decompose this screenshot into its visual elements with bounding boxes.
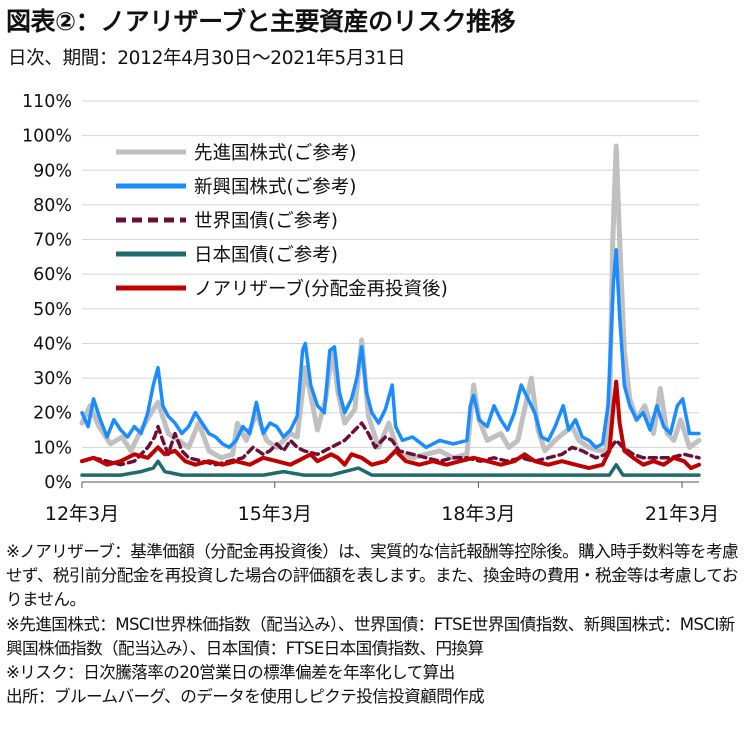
y-tick-label: 80%: [33, 196, 72, 216]
legend-label: 先進国株式(ご参考): [194, 143, 356, 164]
legend-label: ノアリザーブ(分配金再投資後): [194, 278, 448, 300]
chart-subtitle: 日次、期間：2012年4月30日～2021年5月31日: [8, 48, 406, 69]
series-line: [80, 421, 701, 467]
footnote-source: 出所：ブルームバーグ、のデータを使用しピクテ投信投資顧問作成: [6, 687, 485, 707]
y-tick-label: 90%: [33, 161, 72, 181]
risk-line-chart: 0% 10% 20% 30% 40% 50% 60% 70% 80% 90% 100% 110% 12…: [22, 92, 719, 525]
chart-title: 図表②：ノアリザーブと主要資産のリスク推移: [6, 7, 516, 36]
footnote-noa-reserve: ※ノアリザーブ：基準価額（分配金再投資後）は、実質的な信託報酬等控除後。購入時手…: [6, 542, 739, 610]
y-tick-label: 10%: [33, 438, 72, 458]
x-tick-label: 12年3月: [45, 503, 119, 525]
footnote-risk: ※リスク：日次騰落率の20営業日の標準偏差を年率化して算出: [6, 663, 455, 683]
y-tick-label: 50%: [33, 300, 72, 320]
y-axis-ticks: 0% 10% 20% 30% 40% 50% 60% 70% 80% 90% 100% 110%: [22, 92, 72, 493]
y-tick-label: 30%: [33, 369, 72, 389]
footnote-indices: ※先進国株式：MSCI世界株価指数（配当込み）、世界国債：FTSE世界国債指数、…: [6, 614, 735, 658]
legend-label: 新興国株式(ご参考): [194, 177, 356, 198]
series-line: [80, 248, 701, 450]
y-tick-label: 0%: [44, 473, 72, 493]
y-tick-label: 40%: [33, 334, 72, 354]
x-tick-label: 15年3月: [238, 503, 312, 525]
y-tick-label: 20%: [33, 404, 72, 424]
footnotes: ※ノアリザーブ：基準価額（分配金再投資後）は、実質的な信託報酬等控除後。購入時手…: [6, 540, 750, 709]
gridlines: [82, 100, 699, 483]
series-line: [79, 143, 702, 461]
legend-label: 世界国債(ご参考): [194, 211, 338, 232]
x-tick-label: 21年3月: [645, 503, 719, 525]
y-tick-label: 100%: [22, 127, 72, 147]
x-axis-ticks: 12年3月 15年3月 18年3月 21年3月: [45, 482, 719, 525]
x-tick-label: 18年3月: [441, 503, 515, 525]
y-tick-label: 60%: [33, 265, 72, 285]
legend-label: 日本国債(ご参考): [194, 245, 338, 266]
legend: 先進国株式(ご参考) 新興国株式(ご参考) 世界国債(ご参考) 日本国債(ご参考) ノア…: [116, 143, 448, 300]
y-tick-label: 110%: [22, 92, 72, 112]
series-lines: [79, 143, 702, 477]
series-line: [80, 459, 701, 477]
y-tick-label: 70%: [33, 231, 72, 251]
series-line: [80, 379, 701, 471]
